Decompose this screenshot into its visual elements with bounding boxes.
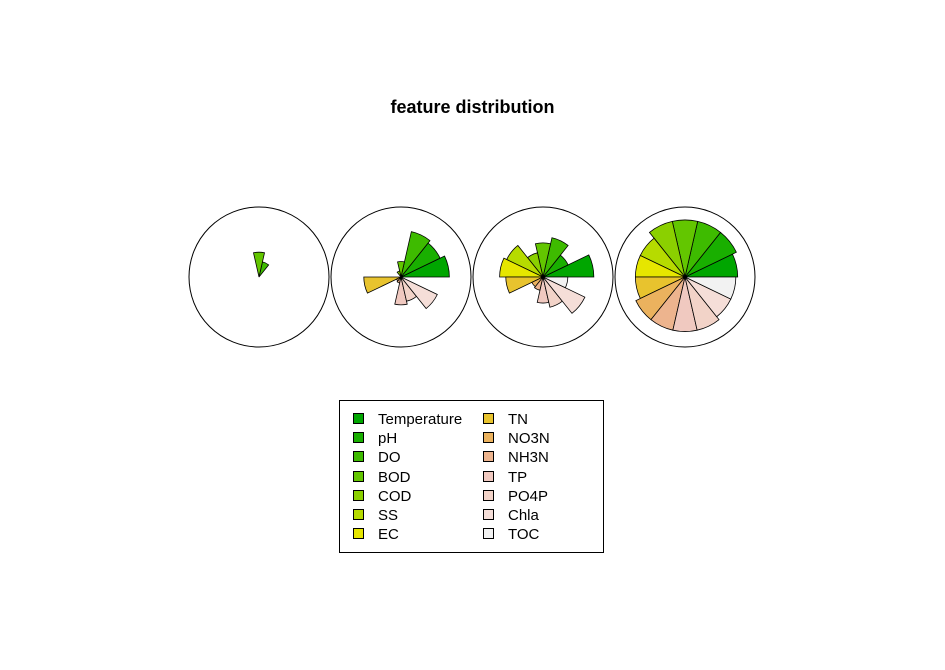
star-2-segment-tp	[394, 276, 408, 306]
legend-swatch	[353, 489, 364, 501]
legend-label: DO	[378, 449, 401, 467]
star-2-segment-temperature	[400, 255, 450, 278]
star-1	[188, 206, 330, 348]
star-4-segment-cod	[648, 220, 686, 278]
star-1-segment-bod	[253, 251, 265, 278]
legend-label: PO4P	[508, 487, 549, 505]
legend-label: TN	[508, 411, 528, 428]
legend: Temperature pH DO BOD COD SS EC TN NO3N NH3N TP PO…	[339, 400, 604, 553]
star-3-frame	[472, 206, 614, 348]
legend-label: EC	[378, 526, 399, 544]
legend-swatch	[353, 413, 364, 424]
star-2	[330, 206, 472, 348]
star-2-segment-do	[400, 231, 431, 278]
chart-title: feature distribution	[390, 97, 555, 117]
star-3-segment-bod	[534, 242, 552, 278]
legend-label: BOD	[378, 468, 411, 486]
legend-label: NH3N	[508, 449, 549, 467]
legend-swatch	[353, 451, 364, 463]
legend-label: pH	[378, 430, 398, 448]
legend-swatch	[483, 508, 494, 520]
star-3-segment-ec	[499, 257, 544, 278]
star-4-segment-po4p	[684, 276, 720, 331]
legend-swatch	[353, 470, 364, 482]
star-4-segment-toc	[684, 276, 737, 300]
star-1-frame	[188, 206, 330, 348]
legend-swatch	[353, 508, 364, 520]
star-3-segment-toc	[542, 276, 569, 289]
legend-swatch	[483, 451, 494, 463]
legend-swatch	[483, 489, 494, 501]
star-3-segment-temperature	[542, 254, 595, 278]
star-4-frame	[614, 206, 756, 348]
legend-swatch	[353, 528, 364, 540]
legend-label: COD	[378, 487, 412, 505]
star-2-frame	[330, 206, 472, 348]
legend-swatch	[483, 432, 494, 444]
legend-label: Chla	[508, 506, 539, 524]
star-3-segment-tn	[505, 276, 544, 294]
legend-swatch	[483, 528, 494, 540]
legend-label: TP	[508, 468, 528, 486]
legend-label: Temperature	[378, 411, 463, 428]
star-2-segment-bod	[397, 261, 405, 278]
legend-swatch	[483, 470, 494, 482]
star-3-segment-do	[542, 237, 569, 278]
star-4	[614, 206, 756, 348]
star-3	[472, 206, 614, 348]
legend-swatch	[483, 413, 494, 424]
star-3-segment-chla	[542, 276, 586, 314]
legend-swatch	[353, 432, 364, 444]
star-2-segment-tn	[363, 276, 402, 294]
star-2-segment-chla	[400, 276, 438, 310]
legend-label: SS	[378, 506, 399, 524]
legend-label: NO3N	[508, 430, 550, 448]
legend-label: TOC	[508, 526, 540, 544]
star-2-segment-cod	[396, 270, 402, 278]
